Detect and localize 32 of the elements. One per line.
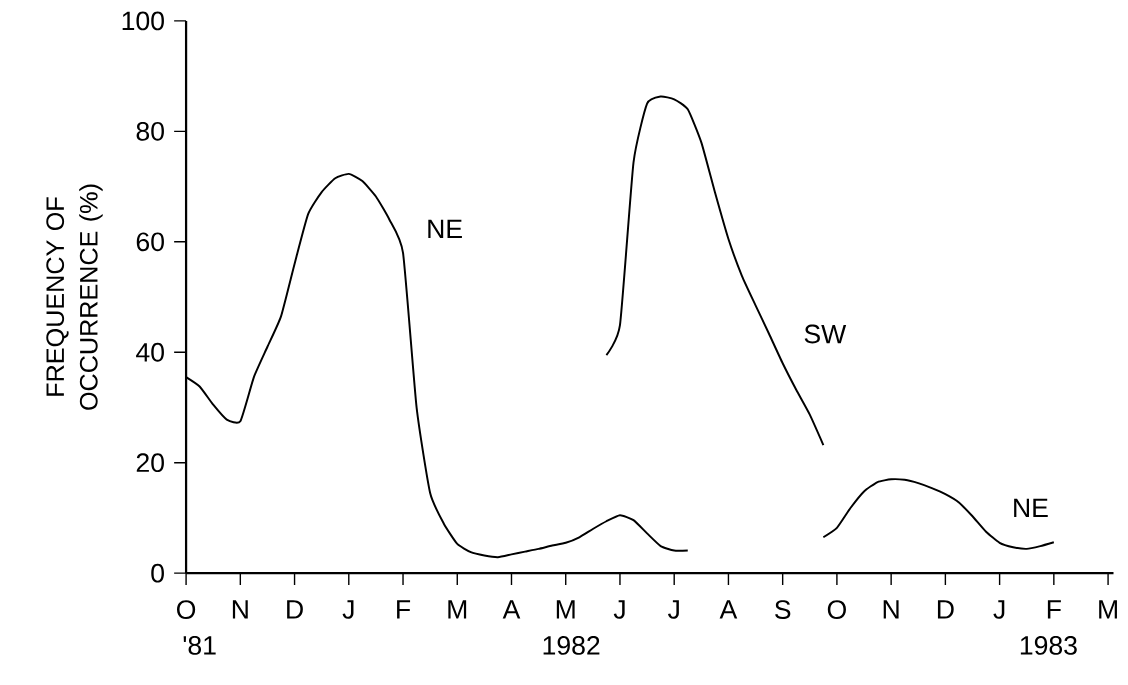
x-tick-label: J [613,600,625,619]
text: 1982 [543,636,600,656]
y-tick-label: 80 [136,122,164,141]
text: 1983 [1020,636,1077,656]
x-tick-label: F [1047,600,1061,619]
series-label: NE [1014,498,1048,518]
x-tick-label: J [993,600,1005,619]
line-series [822,478,1055,551]
x-tick-label: S [775,600,791,620]
y-tick-label: 20 [136,453,164,473]
x-tick-label: M [448,600,467,619]
y-axis-title: FREQUENCY OF OCCURRENCE (%) [46,184,103,411]
series-label: SW [804,324,847,344]
series-label: NE [428,220,462,239]
x-tick-label: A [719,600,738,619]
x-tick-label: O [827,600,846,620]
x-tick-label: D [287,600,303,619]
x-tick-label: F [397,600,411,619]
y-tick-label: 60 [136,232,164,252]
y-tick-label: 0 [151,563,164,583]
x-tick-label: N [232,600,248,619]
x-tick-label: A [502,600,521,619]
y-tick-label: 40 [136,343,164,362]
text: '81 [183,636,216,656]
x-tick-label: M [1099,600,1117,619]
x-tick-label: J [667,600,679,619]
y-tick-label: 100 [122,11,164,31]
x-tick-label: D [937,600,954,619]
x-tick-label: O [177,600,196,620]
x-tick-label: M [556,600,575,619]
x-tick-label: J [342,600,354,619]
x-tick-label: N [883,600,899,619]
